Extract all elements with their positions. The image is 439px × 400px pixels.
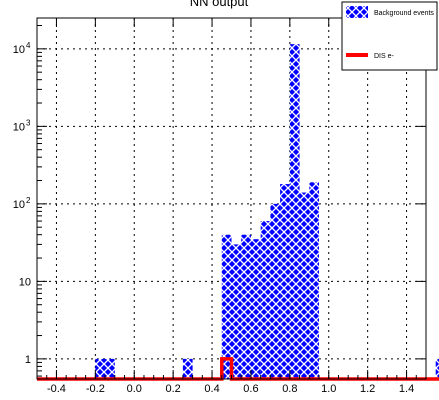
background-bar: [260, 221, 271, 379]
background-bar: [182, 358, 193, 379]
legend-label-dis: DIS e-: [374, 53, 395, 60]
x-tick-label: 0.4: [204, 383, 219, 395]
x-tick-label: 1.0: [321, 383, 336, 395]
y-tick-label: 10: [13, 121, 25, 133]
x-tick-label: -0.4: [47, 383, 66, 395]
y-tick-label: 10: [19, 276, 31, 288]
background-bar: [105, 358, 115, 379]
x-tick-label: -0.2: [86, 383, 105, 395]
background-bar: [280, 184, 290, 379]
chart-title: NN output: [190, 0, 249, 9]
background-bar: [289, 44, 300, 379]
x-tick-label: 0.8: [282, 383, 297, 395]
y-tick-label: 10: [13, 44, 25, 56]
y-tick-label: 10: [13, 199, 25, 211]
background-bar: [221, 234, 232, 379]
background-bar: [435, 358, 439, 379]
legend-swatch-background: [346, 6, 368, 18]
y-tick-exponent: 4: [26, 41, 31, 50]
x-tick-label: 0.6: [243, 383, 258, 395]
background-bar: [231, 244, 242, 379]
background-bar: [270, 203, 281, 379]
background-histogram: [95, 44, 439, 379]
x-tick-label: 0.2: [166, 383, 181, 395]
x-tick-label: 0.0: [127, 383, 142, 395]
background-bar: [95, 358, 106, 379]
legend: Background events DIS e-: [341, 1, 438, 71]
x-tick-label: 1.2: [360, 383, 375, 395]
y-tick-label: 1: [25, 354, 31, 366]
background-bar: [241, 234, 251, 379]
background-bar: [250, 239, 261, 379]
x-tick-label: 1.4: [399, 383, 414, 395]
y-tick-exponent: 2: [26, 196, 31, 205]
background-bar: [299, 192, 310, 379]
background-bar: [309, 182, 320, 379]
y-tick-exponent: 3: [26, 118, 31, 127]
legend-label-background: Background events: [374, 10, 434, 17]
